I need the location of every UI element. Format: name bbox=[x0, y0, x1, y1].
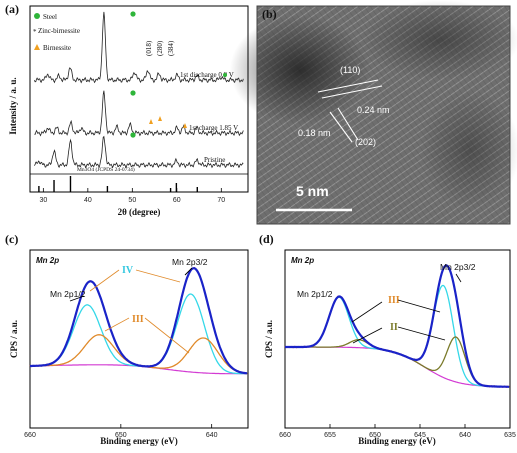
panel-c-frame bbox=[29, 249, 249, 429]
lattice-fringe-line bbox=[337, 107, 359, 141]
x-tick-label: 650 bbox=[115, 432, 127, 439]
envelope-curve bbox=[30, 267, 248, 375]
x-tick-label: 40 bbox=[84, 197, 92, 204]
peak-label-2p32: Mn 2p3/2 bbox=[440, 262, 476, 272]
curve-label-discharge: 1st discharge 0.9 V bbox=[180, 71, 234, 79]
panel-b-label: (b) bbox=[262, 7, 277, 21]
lattice-fringe-line bbox=[321, 85, 383, 99]
panel-a-curves bbox=[34, 11, 244, 169]
panel-c-arrows bbox=[89, 269, 190, 354]
x-tick-label: 650 bbox=[369, 432, 381, 439]
peak-label-2p32: Mn 2p3/2 bbox=[172, 257, 208, 267]
tem-frame bbox=[256, 5, 511, 225]
panel-c-xticks: 660 650 640 bbox=[24, 424, 218, 439]
x-tick-label: 70 bbox=[217, 197, 225, 204]
x-tick-label: 60 bbox=[173, 197, 181, 204]
x-tick-label: 30 bbox=[39, 197, 47, 204]
panel-a-xlabel: 2θ (degree) bbox=[118, 207, 161, 217]
panel-d-arrows bbox=[351, 273, 462, 344]
peak-label-2p12: Mn 2p1/2 bbox=[50, 289, 86, 299]
x-tick-label: 655 bbox=[324, 432, 336, 439]
x-tick-label: 660 bbox=[24, 432, 36, 439]
legend-steel-label: Steel bbox=[43, 13, 57, 21]
envelope-curve bbox=[285, 264, 510, 388]
panel-d: (d) Mn 2p CPS / a.u. Binding energy (eV)… bbox=[259, 232, 516, 446]
legend-steel-marker bbox=[34, 13, 40, 19]
lattice-fringe-line bbox=[329, 111, 353, 143]
component-label-iv: IV bbox=[122, 265, 134, 276]
panel-d-xticks: 660 655 650 645 640 635 bbox=[279, 424, 516, 439]
component-label-iii: III bbox=[388, 295, 400, 306]
legend-zinc-marker: * bbox=[33, 28, 37, 36]
panel-d-label: (d) bbox=[259, 232, 274, 246]
panel-d-curves bbox=[284, 264, 510, 389]
curve-label-pristine: Pristine bbox=[204, 156, 225, 164]
xrd-curve bbox=[34, 11, 244, 84]
steel-peak-marker bbox=[130, 11, 136, 17]
lattice-fringe-line bbox=[317, 79, 379, 93]
reference-pattern bbox=[38, 176, 198, 192]
panel-d-xlabel: Binding energy (eV) bbox=[358, 436, 436, 446]
tem-dark-region bbox=[360, 0, 517, 80]
panel-d-frame bbox=[284, 249, 511, 429]
panel-a: (a) Intensity / a. u. 2θ (degree) 30 40 50… bbox=[5, 2, 249, 217]
spacing-018: 0.18 nm bbox=[298, 128, 331, 138]
panel-a-label: (a) bbox=[5, 2, 19, 16]
steel-peak-marker bbox=[130, 90, 136, 96]
birnessite-peak-marker bbox=[158, 116, 162, 121]
panel-b: (b) (110) 0.24 nm 0.18 nm (202) 5 nm bbox=[230, 0, 517, 225]
panel-d-ylabel: CPS / a.u. bbox=[264, 320, 274, 358]
reflection-384: (384) bbox=[167, 40, 175, 56]
component-label-iii: III bbox=[132, 314, 144, 325]
peak-label-2p12: Mn 2p1/2 bbox=[297, 289, 333, 299]
x-tick-label: 660 bbox=[279, 432, 291, 439]
legend-birnessite-label: Birnessite bbox=[43, 44, 71, 52]
scale-bar-label: 5 nm bbox=[296, 183, 329, 199]
x-tick-label: 640 bbox=[206, 432, 218, 439]
x-tick-label: 645 bbox=[414, 432, 426, 439]
xrd-curve bbox=[34, 90, 244, 137]
panel-c-curves bbox=[29, 266, 248, 375]
tem-dark-region bbox=[420, 90, 517, 210]
reflection-280: (280) bbox=[156, 40, 164, 56]
xrd-curve bbox=[34, 135, 244, 169]
legend-zinc-label: Zinc-birnessite bbox=[38, 27, 80, 35]
x-tick-label: 640 bbox=[459, 432, 471, 439]
x-tick-label: 50 bbox=[128, 197, 136, 204]
panel-a-xticks: 30 40 50 60 70 bbox=[39, 188, 225, 204]
lattice-plane-202: (202) bbox=[355, 137, 376, 147]
panel-c-xlabel: Binding energy (eV) bbox=[100, 436, 178, 446]
panel-a-ylabel: Intensity / a. u. bbox=[8, 77, 18, 134]
legend-birnessite-marker bbox=[34, 44, 40, 50]
x-tick-label: 635 bbox=[504, 432, 516, 439]
reference-label: Mn3O4 (JCPDS 24-0734) bbox=[77, 166, 135, 173]
tem-dark-region bbox=[230, 15, 370, 125]
panel-c-ylabel: CPS / a.u. bbox=[9, 320, 19, 358]
reflection-018: (018) bbox=[145, 40, 153, 56]
birnessite-peak-marker bbox=[149, 119, 153, 124]
panel-d-title: Mn 2p bbox=[291, 256, 314, 265]
panel-c-black-arrows bbox=[69, 267, 193, 302]
panel-c-title: Mn 2p bbox=[36, 256, 59, 265]
panel-c-label: (c) bbox=[5, 232, 18, 246]
curve-label-charge: 1st charge 1.85 V bbox=[189, 124, 238, 132]
spacing-024: 0.24 nm bbox=[357, 105, 390, 115]
steel-peak-marker bbox=[130, 132, 136, 138]
component-label-ii: II bbox=[390, 322, 398, 333]
birnessite-peak-marker bbox=[183, 123, 187, 128]
panel-a-markers bbox=[130, 11, 227, 138]
lattice-plane-110: (110) bbox=[340, 65, 360, 75]
steel-peak-marker bbox=[223, 73, 227, 77]
panel-c: (c) Mn 2p CPS / a.u. Binding energy (eV)… bbox=[5, 232, 249, 446]
